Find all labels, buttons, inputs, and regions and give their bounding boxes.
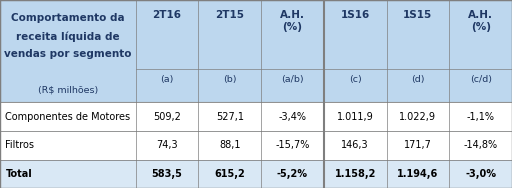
Text: 74,3: 74,3 <box>156 140 178 150</box>
Text: 171,7: 171,7 <box>404 140 432 150</box>
Bar <box>0 102 512 131</box>
Text: A.H.
(%): A.H. (%) <box>468 10 493 32</box>
Text: -3,4%: -3,4% <box>279 112 307 122</box>
Text: -5,2%: -5,2% <box>277 169 308 179</box>
Text: 88,1: 88,1 <box>219 140 241 150</box>
Text: -3,0%: -3,0% <box>465 169 496 179</box>
Text: 1.011,9: 1.011,9 <box>337 112 374 122</box>
Text: (a): (a) <box>160 75 174 84</box>
Text: 1.158,2: 1.158,2 <box>334 169 376 179</box>
Text: 1.022,9: 1.022,9 <box>399 112 436 122</box>
Text: Componentes de Motores: Componentes de Motores <box>6 112 131 122</box>
Text: 1S15: 1S15 <box>403 10 433 20</box>
Bar <box>0 0 512 102</box>
Text: -14,8%: -14,8% <box>463 140 498 150</box>
Text: (d): (d) <box>411 75 424 84</box>
Text: A.H.
(%): A.H. (%) <box>280 10 305 32</box>
Text: 1S16: 1S16 <box>340 10 370 20</box>
Text: 527,1: 527,1 <box>216 112 244 122</box>
Text: vendas por segmento: vendas por segmento <box>4 49 132 59</box>
Text: 146,3: 146,3 <box>342 140 369 150</box>
Bar <box>0 160 512 188</box>
Text: Total: Total <box>6 169 32 179</box>
Text: 2T15: 2T15 <box>215 10 244 20</box>
Text: -15,7%: -15,7% <box>275 140 310 150</box>
Text: 615,2: 615,2 <box>215 169 245 179</box>
Text: 583,5: 583,5 <box>152 169 182 179</box>
Text: (c/d): (c/d) <box>470 75 492 84</box>
Text: (b): (b) <box>223 75 237 84</box>
Text: -1,1%: -1,1% <box>466 112 495 122</box>
Text: (c): (c) <box>349 75 361 84</box>
Text: receita líquida de: receita líquida de <box>16 31 120 42</box>
Text: Filtros: Filtros <box>6 140 34 150</box>
Text: 1.194,6: 1.194,6 <box>397 169 439 179</box>
Text: (a/b): (a/b) <box>281 75 304 84</box>
Text: 2T16: 2T16 <box>153 10 182 20</box>
Text: (R$ milhões): (R$ milhões) <box>38 85 98 94</box>
Text: 509,2: 509,2 <box>153 112 181 122</box>
Text: Comportamento da: Comportamento da <box>11 13 124 23</box>
Bar <box>0 131 512 160</box>
